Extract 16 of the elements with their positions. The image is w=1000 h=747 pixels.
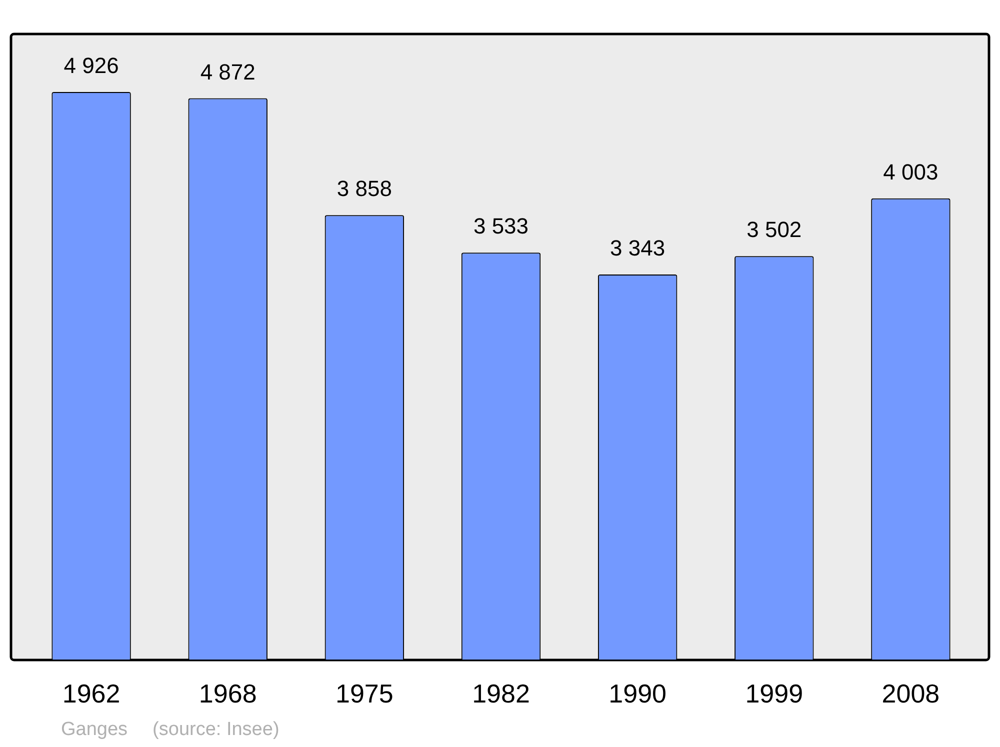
- x-tick-label: 1962: [62, 678, 120, 709]
- x-tick-label: 1999: [745, 678, 804, 709]
- data-label: 3 533: [473, 214, 529, 239]
- data-label: 4 926: [64, 53, 119, 78]
- x-tick-label: 1975: [336, 678, 394, 709]
- x-tick-label: 1990: [608, 678, 666, 709]
- data-label: 3 343: [610, 236, 666, 261]
- text: (source: Insee): [152, 719, 280, 740]
- data-label: 4 003: [883, 159, 938, 184]
- x-tick-label: 1968: [198, 678, 257, 709]
- data-label: 3 858: [336, 176, 392, 202]
- data-label: 4 872: [200, 59, 256, 84]
- x-tick-label: 2008: [882, 678, 940, 709]
- data-label: 3 502: [746, 217, 802, 242]
- text: Ganges: [61, 719, 128, 740]
- x-tick-label: 1982: [472, 678, 530, 709]
